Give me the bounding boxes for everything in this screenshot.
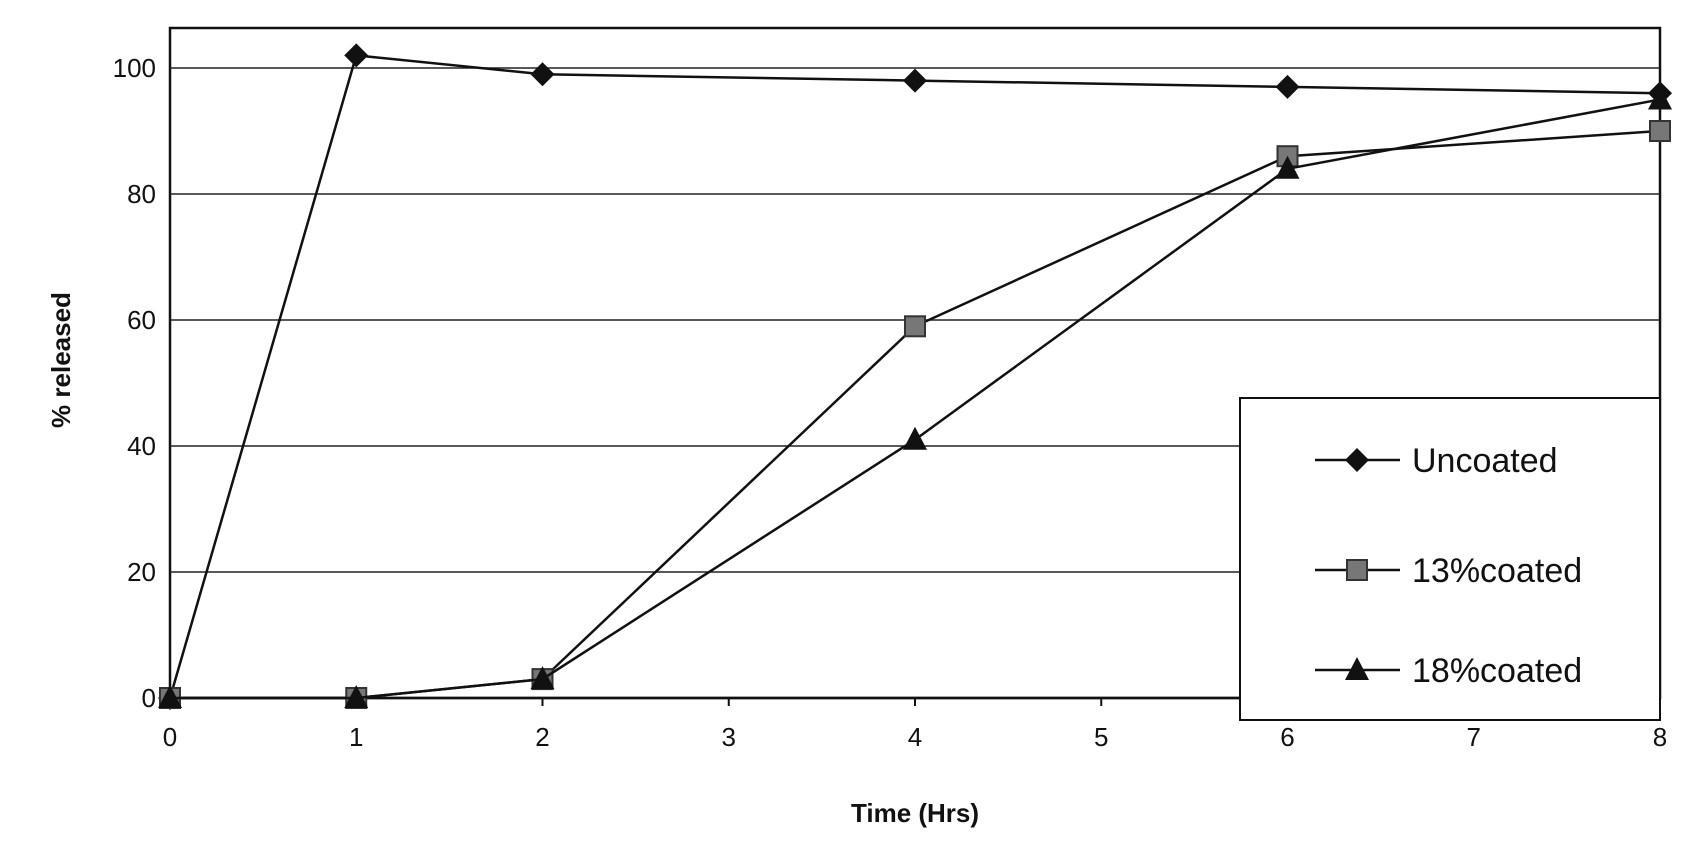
y-axis-title: % released bbox=[46, 292, 76, 428]
y-tick-label-0: 0 bbox=[142, 683, 156, 713]
x-tick-label-3: 3 bbox=[722, 722, 736, 752]
x-tick-label-5: 5 bbox=[1094, 722, 1108, 752]
legend: Uncoated 13%coated 18%coated bbox=[1240, 398, 1660, 720]
series-1-point-5 bbox=[1650, 121, 1670, 141]
legend-label-2: 18%coated bbox=[1412, 652, 1582, 690]
x-axis-title: Time (Hrs) bbox=[851, 798, 979, 828]
y-tick-label-60: 60 bbox=[127, 305, 156, 335]
x-tick-label-6: 6 bbox=[1280, 722, 1294, 752]
x-tick-label-2: 2 bbox=[535, 722, 549, 752]
x-tick-label-1: 1 bbox=[349, 722, 363, 752]
y-axis-tick-labels: 0 20 40 60 80 100 bbox=[113, 53, 156, 713]
x-tick-label-0: 0 bbox=[163, 722, 177, 752]
y-tick-label-40: 40 bbox=[127, 431, 156, 461]
series-1-point-3 bbox=[905, 316, 925, 336]
legend-label-0: Uncoated bbox=[1412, 442, 1558, 480]
y-tick-label-100: 100 bbox=[113, 53, 156, 83]
legend-marker-1 bbox=[1347, 560, 1367, 580]
y-tick-label-20: 20 bbox=[127, 557, 156, 587]
x-tick-label-4: 4 bbox=[908, 722, 922, 752]
x-tick-label-7: 7 bbox=[1467, 722, 1481, 752]
x-tick-label-8: 8 bbox=[1653, 722, 1667, 752]
legend-label-1: 13%coated bbox=[1412, 552, 1582, 590]
y-tick-label-80: 80 bbox=[127, 179, 156, 209]
